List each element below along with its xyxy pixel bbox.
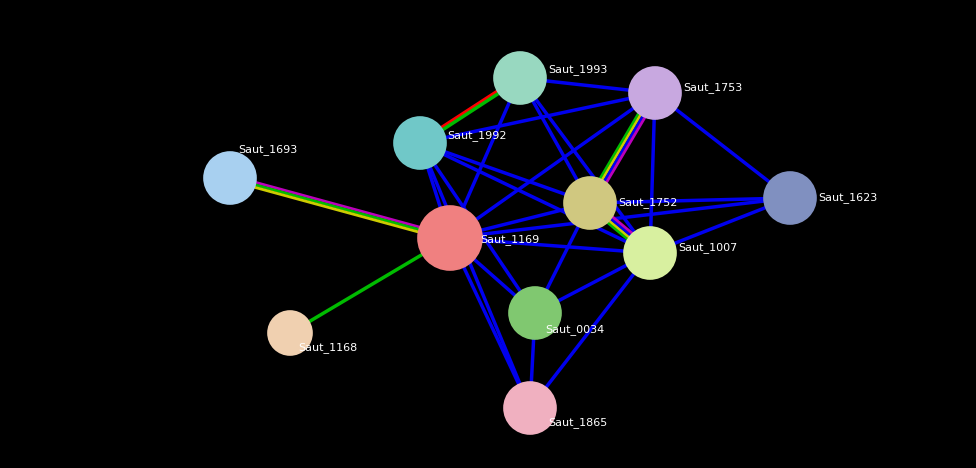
Circle shape [504, 382, 556, 434]
Text: Saut_1993: Saut_1993 [548, 65, 607, 75]
Circle shape [204, 152, 256, 204]
Text: Saut_1169: Saut_1169 [480, 234, 540, 245]
Text: Saut_1623: Saut_1623 [818, 192, 877, 204]
Text: Saut_1752: Saut_1752 [618, 197, 677, 208]
Circle shape [764, 172, 816, 224]
Circle shape [394, 117, 446, 169]
Text: Saut_1753: Saut_1753 [683, 82, 743, 94]
Circle shape [494, 52, 546, 104]
Text: Saut_1168: Saut_1168 [298, 343, 357, 353]
Text: Saut_0034: Saut_0034 [545, 324, 604, 336]
Text: Saut_1007: Saut_1007 [678, 242, 737, 254]
Text: Saut_1992: Saut_1992 [447, 131, 507, 141]
Circle shape [418, 206, 482, 270]
Text: Saut_1865: Saut_1865 [548, 417, 607, 428]
Circle shape [624, 227, 676, 279]
Circle shape [509, 287, 561, 339]
Text: Saut_1693: Saut_1693 [238, 145, 298, 155]
Circle shape [629, 67, 681, 119]
Circle shape [268, 311, 312, 355]
Circle shape [564, 177, 616, 229]
